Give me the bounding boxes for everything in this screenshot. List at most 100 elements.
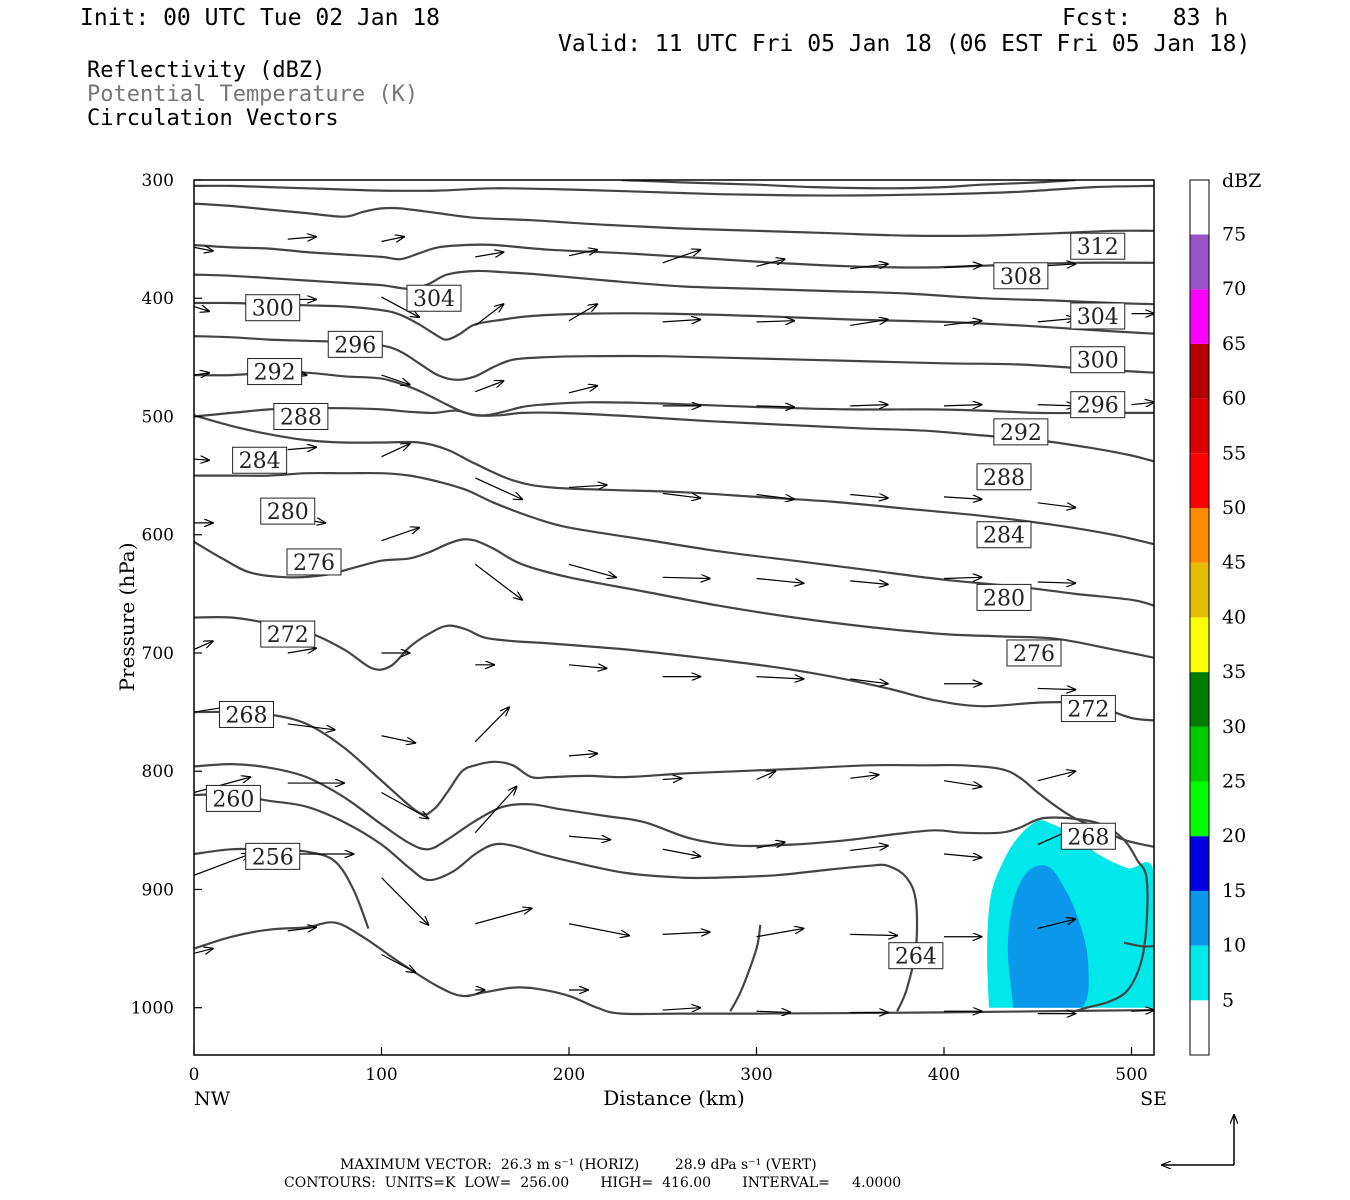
colorbar-label-25: 25 (1222, 771, 1246, 793)
circulation-vector (756, 677, 804, 679)
theta-contour-324 (621, 180, 1076, 190)
svg-text:276: 276 (293, 551, 335, 576)
contour-label-280: 280 (976, 583, 1032, 611)
y-tick-label: 300 (142, 171, 174, 191)
plot-frame (193, 179, 1155, 1056)
x-tick-label: 100 (365, 1065, 397, 1085)
circulation-vector (475, 908, 531, 925)
circulation-vector (662, 320, 701, 322)
contour-label-260: 260 (205, 784, 261, 812)
circulation-vector (568, 665, 607, 669)
x-tick-label: 400 (928, 1065, 960, 1085)
circulation-vector (756, 321, 795, 322)
circulation-vector (756, 1011, 791, 1012)
colorbar-swatch-10 (1190, 890, 1209, 946)
colorbar-swatch-75 (1190, 180, 1209, 235)
theta-contour-264 (729, 924, 762, 1012)
colorbar-swatch-5 (1190, 945, 1209, 1001)
colorbar-frame (1189, 179, 1210, 1056)
colorbar-label-15: 15 (1222, 880, 1246, 902)
circulation-vector (568, 753, 597, 755)
circulation-vector (662, 577, 710, 578)
colorbar-label-5: 5 (1222, 989, 1234, 1011)
contour-label-284: 284 (976, 521, 1032, 549)
svg-text:304: 304 (413, 287, 455, 312)
theta-contour-320 (194, 184, 1154, 197)
title-potential-temperature: Potential Temperature (K) (87, 82, 419, 107)
theta-contour-312 (194, 243, 1154, 269)
colorbar-label-10: 10 (1222, 935, 1246, 957)
colorbar-swatch-55 (1190, 398, 1209, 454)
colorbar-swatch-70 (1190, 234, 1209, 290)
circulation-vector (662, 250, 701, 264)
circulation-vector (1037, 919, 1076, 930)
theta-contour-272 (194, 710, 1154, 848)
theta-contour-296 (194, 371, 1154, 417)
max-vector-note: MAXIMUM VECTOR: 26.3 m s⁻¹ (HORIZ) 28.9 … (340, 1157, 817, 1173)
circulation-vector (287, 447, 316, 449)
circulation-vector (1131, 402, 1154, 404)
colorbar-label-60: 60 (1222, 388, 1246, 410)
theta-contour-292 (194, 406, 1154, 463)
svg-text:268: 268 (1067, 825, 1109, 850)
contour-label-272: 272 (260, 620, 316, 648)
x-tick-label: 300 (740, 1065, 772, 1085)
circulation-vector (1037, 405, 1076, 406)
svg-text:256: 256 (252, 845, 294, 870)
svg-text:288: 288 (280, 405, 322, 430)
circulation-vector (662, 778, 682, 779)
circulation-vector (1037, 502, 1076, 508)
circulation-vector (287, 723, 335, 730)
contour-label-264: 264 (888, 942, 944, 970)
circulation-vector (194, 459, 209, 460)
svg-text:296: 296 (1077, 394, 1119, 419)
circulation-vector (475, 252, 503, 257)
svg-text:276: 276 (1013, 642, 1055, 667)
colorbar-swatch-45 (1190, 508, 1209, 563)
circulation-vector (1037, 771, 1076, 782)
y-tick-label: 800 (142, 762, 174, 782)
circulation-vector (850, 320, 888, 327)
circulation-vector (1131, 1010, 1154, 1011)
circulation-vector (568, 923, 629, 936)
contour-label-312: 312 (1070, 232, 1126, 260)
circulation-vector (850, 678, 888, 684)
contour-label-288: 288 (273, 402, 329, 430)
circulation-vector (943, 780, 982, 787)
colorbar-label-55: 55 (1222, 442, 1246, 464)
circulation-vector (756, 259, 785, 267)
colorbar-label-40: 40 (1222, 606, 1246, 628)
circulation-vector (1037, 688, 1076, 689)
theta-contour-316 (194, 202, 1154, 237)
contour-label-304: 304 (1070, 302, 1126, 330)
y-tick-label: 1000 (131, 999, 174, 1019)
circulation-vector (662, 932, 710, 934)
circulation-vector (474, 707, 509, 743)
y-tick-label: 500 (142, 407, 174, 427)
x-tick-label: 0 (189, 1065, 200, 1085)
contour-label-300: 300 (1070, 346, 1126, 374)
circulation-vector (381, 296, 420, 317)
theta-contour-288 (194, 414, 1154, 546)
colorbar-swatch-15 (1190, 836, 1209, 891)
circulation-vector (194, 247, 213, 251)
circulation-vector (1037, 582, 1076, 583)
x-axis-title: Distance (km) (603, 1086, 745, 1110)
colorbar-swatch-60 (1190, 343, 1209, 399)
contour-label-276: 276 (286, 548, 342, 576)
colorbar-label-75: 75 (1222, 224, 1246, 246)
svg-text:300: 300 (252, 297, 294, 322)
colorbar-label-50: 50 (1222, 497, 1246, 519)
circulation-vector (662, 1008, 701, 1010)
x-end-label-left: NW (194, 1088, 231, 1110)
circulation-vector (943, 265, 982, 267)
contour-label-308: 308 (993, 262, 1049, 290)
title-circulation-vectors: Circulation Vectors (87, 106, 339, 131)
theta-contour-268 (194, 762, 1149, 1013)
contour-label-304: 304 (406, 284, 462, 312)
circulation-vector (662, 848, 701, 856)
circulation-vector (943, 577, 982, 578)
circulation-vector (381, 374, 410, 384)
circulation-vector (475, 477, 522, 499)
